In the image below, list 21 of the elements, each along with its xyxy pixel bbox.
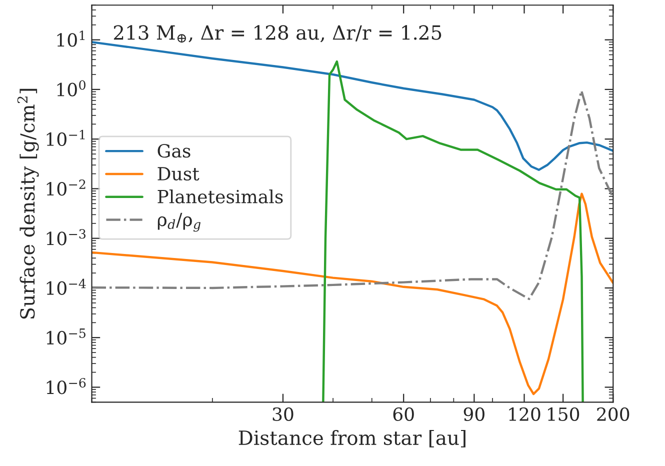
x-axis-title: Distance from star [au] [238,430,466,448]
x-tick-label: 60 [393,407,414,421]
legend-label: Dust [158,167,200,181]
y-tick-label: 10$^{1}$ [57,30,85,47]
y-tick-label: 10$^{−3}$ [46,229,86,246]
y-tick-label: 10$^{−2}$ [46,179,86,196]
y-tick-label: 10$^{−1}$ [46,130,85,146]
y-tick-label: 10$^{0}$ [57,80,86,96]
legend-label: ρ$_{d}$/ρ$_{g}$ [158,212,201,232]
x-tick-label: 120 [509,407,540,421]
y-tick-label: 10$^{−6}$ [46,378,86,394]
x-tick-label: 150 [548,407,580,421]
y-tick-label: 10$^{−5}$ [46,328,86,345]
legend-label: Gas [158,144,190,158]
legend-label: Planetesimals [158,189,283,204]
y-axis-title: Surface density [g/cm$^{2}$] [17,88,39,319]
y-tick-label: 10$^{−4}$ [46,278,86,295]
x-tick-label: 90 [464,407,484,421]
x-tick-label: 30 [272,407,294,421]
annotation: 213 M$_{⊕}$, Δr = 128 au, Δr/r = 1.25 [114,25,442,43]
x-tick-label: 200 [597,407,630,421]
